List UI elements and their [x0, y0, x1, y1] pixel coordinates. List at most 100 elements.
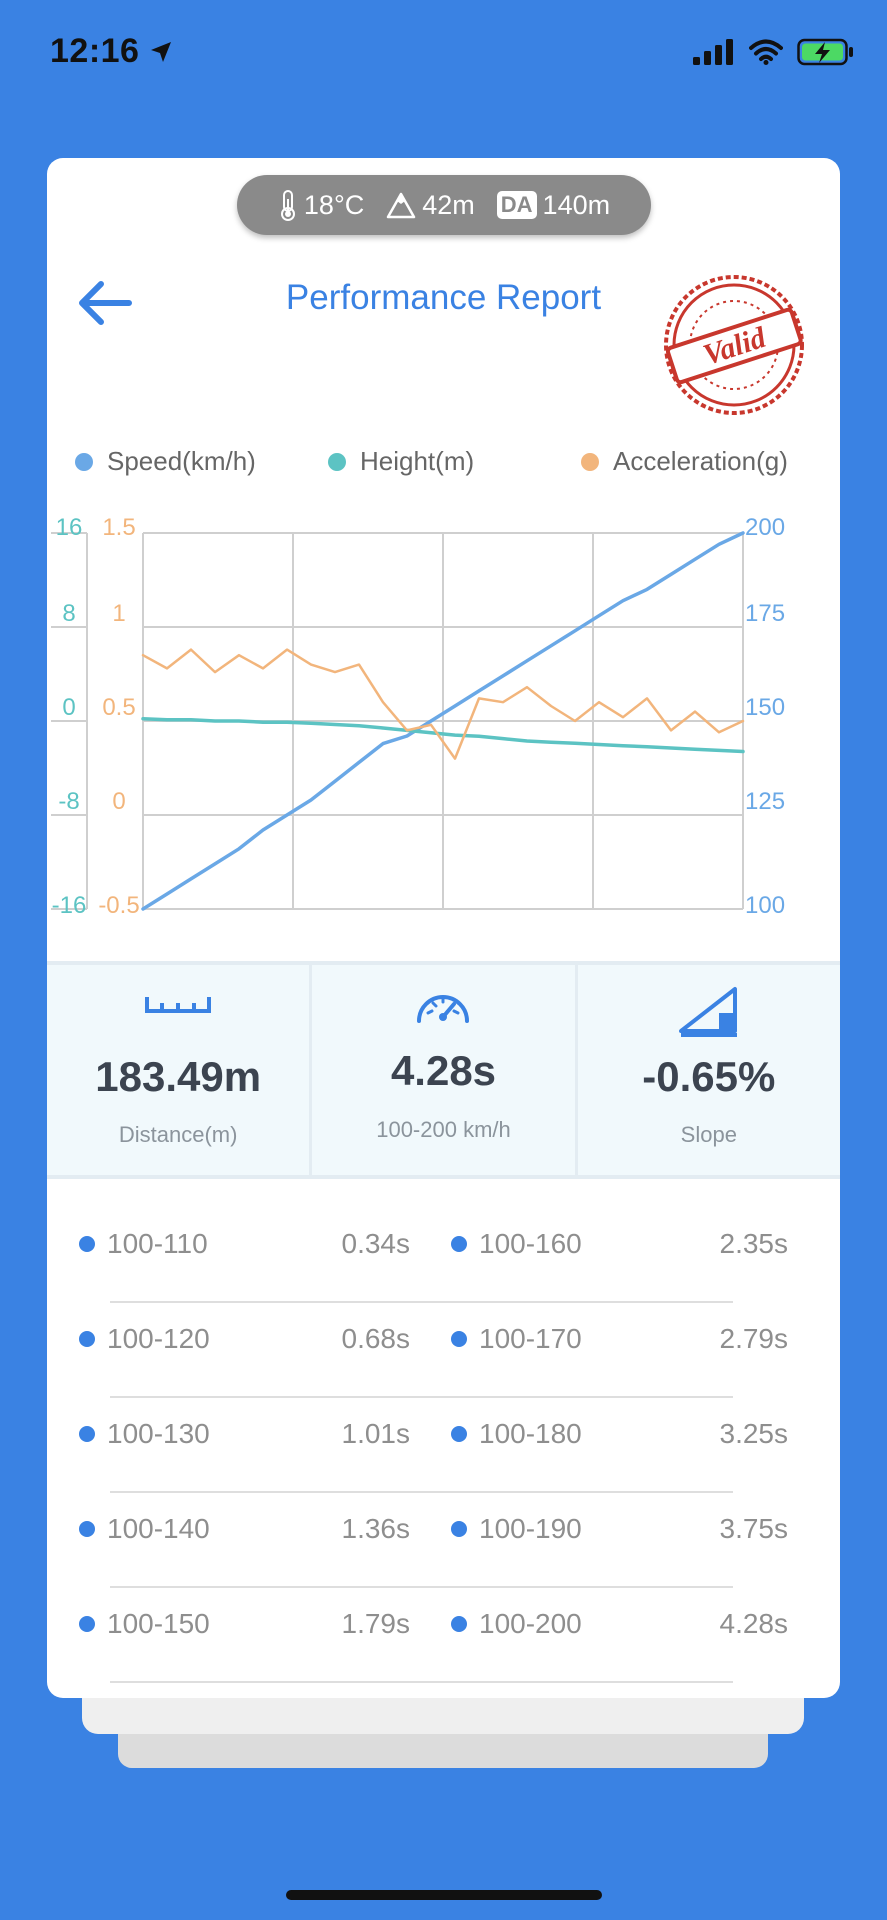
- legend-dot-acceleration: [581, 452, 599, 471]
- stat-value-distance: 183.49m: [95, 1053, 262, 1100]
- split-divider: [110, 1681, 733, 1683]
- height-tick-label: -16: [52, 892, 87, 919]
- stat-value-time: 4.28s: [390, 1047, 497, 1094]
- split-row: 100-110 0.34s 100-160 2.35s: [47, 1208, 840, 1303]
- split-time: 0.68s: [341, 1323, 411, 1354]
- density-altitude-badge: DA: [496, 191, 537, 219]
- thermometer-icon: [280, 190, 295, 221]
- weather-conditions-pill: 18°C 42m DA 140m: [237, 175, 651, 235]
- altitude-item: 42m: [386, 190, 475, 221]
- density-altitude-value: 140m: [542, 189, 611, 220]
- speedometer-icon: [417, 995, 470, 1023]
- height-tick-label: 0: [62, 694, 75, 721]
- split-time: 4.28s: [719, 1608, 789, 1639]
- split-left: 100-130: [79, 1418, 210, 1450]
- split-divider: [110, 1301, 733, 1303]
- split-row: 100-120 0.68s 100-170 2.79s: [47, 1303, 840, 1398]
- split-dot: [79, 1616, 95, 1632]
- legend-item-acceleration: Acceleration(g): [581, 446, 788, 477]
- slope-icon: [678, 987, 737, 1037]
- split-dot: [79, 1426, 95, 1442]
- speed-tick-label: 175: [745, 600, 785, 627]
- temperature-value: 18°C: [303, 189, 365, 220]
- stat-label-distance: Distance(m): [118, 1122, 238, 1147]
- split-range: 100-190: [479, 1513, 582, 1544]
- battery-charging-icon: [797, 38, 853, 66]
- cellular-signal-icon: [693, 39, 733, 65]
- report-card: 18°C 42m DA 140m Performance Report Vali…: [47, 158, 840, 1698]
- legend-item-height: Height(m): [328, 446, 474, 477]
- split-times-list: 100-110 0.34s 100-160 2.35s 100-120 0.68…: [47, 1208, 840, 1683]
- legend-item-speed: Speed(km/h): [75, 446, 256, 477]
- split-range: 100-160: [479, 1228, 582, 1259]
- legend-label-speed: Speed(km/h): [107, 446, 256, 476]
- split-range: 100-200: [479, 1608, 582, 1639]
- mountain-icon: [386, 192, 416, 219]
- split-time: 2.79s: [719, 1323, 789, 1354]
- stat-label-slope: Slope: [680, 1122, 737, 1147]
- split-time: 3.25s: [719, 1418, 789, 1449]
- ruler-icon: [145, 997, 212, 1013]
- wifi-icon: [749, 39, 783, 65]
- split-right: 100-160: [451, 1228, 582, 1260]
- page-title: Performance Report: [285, 278, 602, 317]
- split-dot: [451, 1616, 467, 1632]
- stat-label-time: 100-200 km/h: [376, 1117, 511, 1142]
- legend-label-acceleration: Acceleration(g): [613, 446, 788, 476]
- split-range: 100-170: [479, 1323, 582, 1354]
- density-altitude-item: DA 140m: [496, 189, 611, 221]
- status-bar: 12:16: [0, 0, 887, 110]
- split-time: 1.36s: [341, 1513, 411, 1544]
- acceleration-tick-label: 1: [112, 600, 125, 627]
- stats-panel: 183.49m Distance(m) 4.28s 100-200 km/h -…: [47, 965, 840, 1175]
- split-range: 100-140: [107, 1513, 210, 1544]
- status-indicators: [693, 38, 855, 66]
- split-right: 100-200: [451, 1608, 582, 1640]
- split-dot: [79, 1236, 95, 1252]
- split-range: 100-130: [107, 1418, 210, 1449]
- location-arrow-icon: [151, 41, 172, 62]
- split-left: 100-140: [79, 1513, 210, 1545]
- stat-time: 4.28s 100-200 km/h: [312, 965, 578, 1175]
- height-tick-label: -8: [58, 788, 79, 815]
- speed-tick-label: 200: [745, 514, 785, 541]
- temperature-item: 18°C: [278, 189, 364, 221]
- split-left: 100-150: [79, 1608, 210, 1640]
- legend-label-height: Height(m): [360, 446, 475, 476]
- chart-legend: Speed(km/h) Height(m) Acceleration(g): [75, 446, 835, 486]
- series-line-acceleration: [141, 648, 745, 760]
- split-left: 100-110: [79, 1228, 208, 1260]
- split-right: 100-190: [451, 1513, 582, 1545]
- acceleration-tick-label: 0: [112, 788, 125, 815]
- valid-stamp-icon: Valid: [664, 275, 804, 415]
- speed-tick-label: 125: [745, 788, 785, 815]
- split-row: 100-150 1.79s 100-200 4.28s: [47, 1588, 840, 1683]
- split-range: 100-150: [107, 1608, 210, 1639]
- split-left: 100-120: [79, 1323, 210, 1355]
- stats-divider-bottom: [47, 1175, 840, 1179]
- height-tick-label: 8: [62, 600, 75, 627]
- performance-chart: 16 8 0 -8 -16 1.5 1 0.5 0 -0.5 200 175 150 125 100: [51, 514, 785, 919]
- altitude-value: 42m: [422, 189, 475, 220]
- height-tick-label: 16: [56, 514, 83, 541]
- back-button[interactable]: [69, 268, 139, 338]
- acceleration-tick-label: -0.5: [98, 892, 139, 919]
- series-line-height: [141, 716, 745, 754]
- stat-slope: -0.65% Slope: [578, 965, 840, 1175]
- split-range: 100-120: [107, 1323, 210, 1354]
- split-time: 1.79s: [341, 1608, 411, 1639]
- split-row: 100-130 1.01s 100-180 3.25s: [47, 1398, 840, 1493]
- acceleration-tick-label: 0.5: [102, 694, 135, 721]
- split-right: 100-180: [451, 1418, 582, 1450]
- split-time: 2.35s: [719, 1228, 789, 1259]
- home-indicator[interactable]: [286, 1890, 602, 1900]
- split-dot: [451, 1426, 467, 1442]
- split-time: 3.75s: [719, 1513, 789, 1544]
- status-time-group: 12:16: [50, 32, 173, 71]
- split-dot: [79, 1521, 95, 1537]
- split-dot: [451, 1331, 467, 1347]
- split-divider: [110, 1586, 733, 1588]
- split-time: 1.01s: [341, 1418, 411, 1449]
- acceleration-tick-label: 1.5: [102, 514, 135, 541]
- speed-tick-label: 100: [745, 892, 785, 919]
